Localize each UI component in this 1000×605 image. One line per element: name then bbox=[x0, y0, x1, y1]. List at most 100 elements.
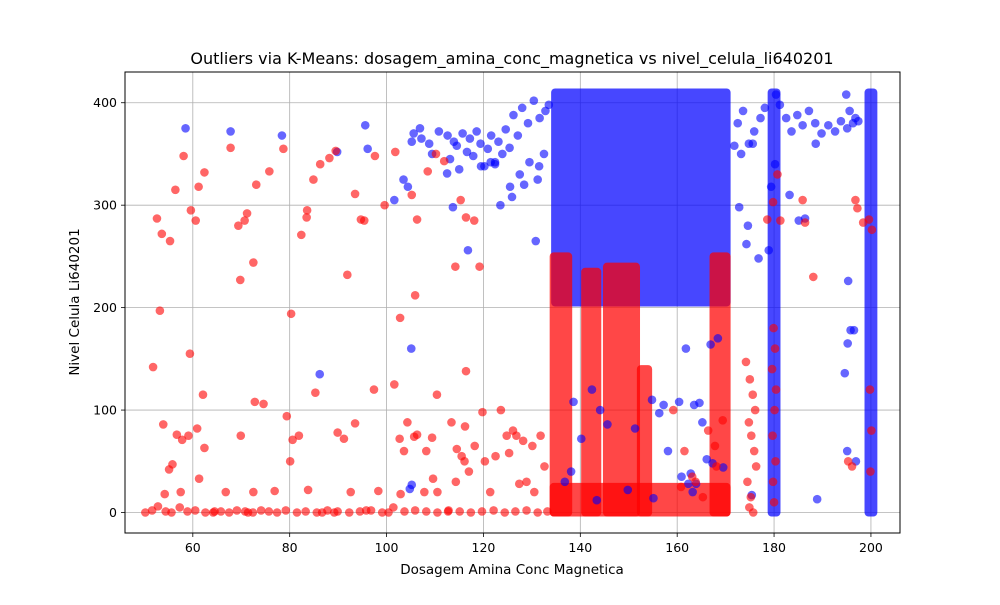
scatter-point bbox=[718, 416, 728, 425]
scatter-point bbox=[776, 216, 785, 225]
y-tick-label: 100 bbox=[93, 403, 117, 418]
scatter-point bbox=[543, 507, 552, 516]
scatter-point bbox=[175, 503, 185, 512]
scatter-point bbox=[528, 441, 537, 451]
scatter-point bbox=[748, 139, 758, 149]
scatter-point bbox=[587, 385, 597, 394]
scatter-point bbox=[748, 390, 758, 400]
scatter-point bbox=[265, 167, 274, 176]
scatter-point bbox=[302, 206, 312, 215]
scatter-point bbox=[525, 157, 534, 167]
scatter-point bbox=[843, 276, 853, 286]
scatter-point bbox=[534, 161, 544, 171]
scatter-point bbox=[466, 508, 476, 517]
scatter-point bbox=[864, 215, 874, 224]
scatter-point bbox=[325, 153, 334, 163]
scatter-point bbox=[592, 495, 602, 505]
scatter-point bbox=[294, 431, 304, 440]
scatter-point bbox=[533, 175, 542, 184]
scatter-point bbox=[277, 131, 287, 140]
scatter-point bbox=[427, 433, 437, 443]
scatter-point bbox=[485, 487, 495, 497]
scatter-point bbox=[390, 195, 399, 205]
scatter-point bbox=[706, 340, 715, 349]
scatter-point bbox=[292, 508, 302, 517]
scatter-point bbox=[475, 262, 484, 271]
scatter-point bbox=[286, 309, 296, 319]
scatter-point bbox=[242, 209, 252, 218]
scatter-point bbox=[451, 262, 460, 271]
scatter-point bbox=[840, 368, 850, 378]
scatter-point bbox=[736, 149, 746, 159]
scatter-point bbox=[749, 127, 759, 136]
scatter-point bbox=[680, 446, 689, 456]
scatter-point bbox=[399, 446, 409, 456]
scatter-point bbox=[168, 460, 177, 469]
scatter-point bbox=[769, 323, 778, 333]
scatter-point bbox=[713, 334, 723, 343]
scatter-point bbox=[272, 508, 282, 517]
scatter-point bbox=[770, 405, 779, 415]
scatter-point bbox=[279, 144, 288, 154]
scatter-point bbox=[232, 506, 242, 515]
scatter-point bbox=[179, 151, 188, 161]
plot-frame bbox=[124, 71, 901, 534]
scatter-point bbox=[463, 245, 473, 255]
scatter-point bbox=[845, 106, 854, 116]
scatter-point bbox=[191, 216, 201, 225]
scatter-point bbox=[468, 151, 478, 161]
scatter-point bbox=[339, 434, 349, 444]
scatter-point bbox=[235, 275, 245, 285]
scatter-point bbox=[560, 477, 570, 487]
scatter-point bbox=[194, 474, 204, 484]
scatter-point bbox=[356, 215, 366, 224]
x-axis-label: Dosagem Amina Conc Magnetica bbox=[400, 562, 624, 578]
scatter-point bbox=[259, 399, 268, 409]
point-cluster-band bbox=[709, 252, 731, 517]
scatter-point bbox=[496, 405, 506, 415]
scatter-point bbox=[190, 506, 200, 515]
scatter-point bbox=[808, 272, 818, 282]
scatter-point bbox=[236, 431, 246, 440]
scatter-point bbox=[469, 216, 479, 225]
scatter-point bbox=[754, 254, 763, 263]
scatter-point bbox=[781, 113, 791, 123]
scatter-point bbox=[507, 192, 517, 202]
scatter-point bbox=[771, 90, 781, 99]
scatter-point bbox=[540, 462, 549, 471]
scatter-point bbox=[464, 467, 474, 476]
scatter-point bbox=[476, 161, 486, 171]
scatter-point bbox=[443, 131, 452, 140]
scatter-point bbox=[514, 479, 524, 489]
scatter-point bbox=[406, 344, 416, 353]
scatter-point bbox=[762, 215, 772, 224]
scatter-point bbox=[847, 462, 857, 471]
scatter-point bbox=[734, 202, 744, 212]
scatter-point bbox=[522, 506, 531, 515]
scatter-point bbox=[412, 430, 422, 439]
scatter-point bbox=[511, 507, 520, 516]
scatter-points bbox=[141, 90, 877, 517]
scatter-point bbox=[172, 430, 182, 439]
scatter-point bbox=[403, 182, 413, 192]
scatter-point bbox=[750, 405, 760, 415]
scatter-point bbox=[165, 236, 175, 246]
scatter-point bbox=[417, 134, 426, 143]
scatter-point bbox=[746, 431, 756, 440]
scatter-point bbox=[544, 100, 554, 110]
scatter-point bbox=[529, 487, 539, 497]
scatter-point bbox=[478, 407, 487, 417]
scatter-point bbox=[480, 456, 490, 466]
scatter-point bbox=[824, 120, 833, 130]
scatter-point bbox=[346, 487, 356, 497]
scatter-point bbox=[760, 103, 770, 113]
scatter-point bbox=[768, 431, 777, 440]
scatter-point bbox=[423, 167, 433, 176]
scatter-point bbox=[433, 508, 442, 517]
scatter-point bbox=[309, 175, 318, 184]
scatter-point bbox=[208, 508, 218, 517]
scatter-point bbox=[836, 116, 846, 126]
scatter-point bbox=[181, 124, 190, 133]
scatter-point bbox=[409, 129, 418, 138]
